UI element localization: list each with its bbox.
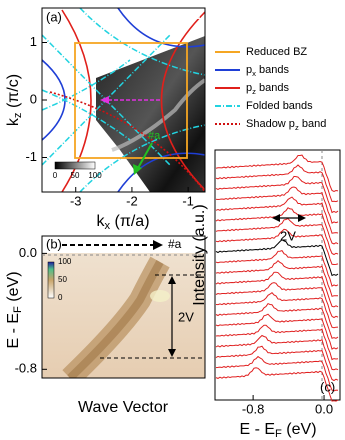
spectrum xyxy=(215,313,339,350)
x-tick-label: -2 xyxy=(126,193,138,208)
x-axis-label: Wave Vector xyxy=(78,399,169,416)
spectrum xyxy=(215,282,339,319)
legend-label-part: Folded bands xyxy=(246,100,313,112)
spectrum xyxy=(215,217,339,256)
y-axis-label-part: (π/c) xyxy=(5,74,22,113)
cut-label: #a xyxy=(168,237,182,251)
colorbar-label: 0 xyxy=(53,171,58,180)
spectrum xyxy=(215,175,339,214)
spectrum xyxy=(215,302,339,339)
y-axis-label: E - EF (eV) xyxy=(5,271,24,348)
x-axis-label-part: E - E xyxy=(239,421,275,438)
spectrum xyxy=(215,260,338,297)
legend-label: px bands xyxy=(246,64,289,78)
legend-label-part: Shadow p xyxy=(246,118,295,130)
legend-label-part: z xyxy=(252,87,256,96)
spectrum xyxy=(215,324,339,361)
y-tick-label: -0.8 xyxy=(15,361,37,376)
legend-label-part: Reduced BZ xyxy=(246,46,307,58)
colorbar-label: 100 xyxy=(88,171,102,180)
y-tick-label: -1 xyxy=(25,149,37,164)
legend-label-part: p xyxy=(246,64,252,76)
x-tick-label: 0.0 xyxy=(315,401,333,416)
spectrum xyxy=(215,345,339,382)
colorbar-label: 50 xyxy=(58,275,67,284)
legend-label: Shadow pz band xyxy=(246,118,326,132)
colorbar-label: 50 xyxy=(71,171,80,180)
spectrum xyxy=(215,154,339,192)
x-axis-label-part: F xyxy=(275,428,282,440)
colorbar-label: 100 xyxy=(58,257,72,266)
y-axis-label-part: E - E xyxy=(5,313,22,349)
legend-label-part: band xyxy=(299,118,327,130)
x-axis-label: E - EF (eV) xyxy=(239,421,316,440)
legend-label-part: p xyxy=(246,82,252,94)
x-axis-label-part: (eV) xyxy=(282,421,317,438)
y-axis-label-part: F xyxy=(12,306,24,313)
y-axis-label: Intensity (a.u.) xyxy=(191,204,208,305)
x-axis-label-part: k xyxy=(96,213,105,230)
spectrum xyxy=(215,186,339,224)
y-axis-label-part: (eV) xyxy=(5,271,22,306)
spectrum xyxy=(215,196,339,234)
x-axis-label: kx (π/a) xyxy=(96,213,149,232)
legend-label: pz bands xyxy=(246,82,289,96)
legend-label-part: bands xyxy=(256,64,290,76)
gap-label: 2V xyxy=(280,228,296,243)
spectrum xyxy=(215,239,339,277)
y-axis-label-part: k xyxy=(5,117,22,126)
legend-label-part: z xyxy=(295,123,299,132)
x-axis-label-part: x xyxy=(104,220,110,232)
spectrum xyxy=(215,367,339,402)
panel-label: (b) xyxy=(46,236,62,251)
y-tick-label: 1 xyxy=(30,34,37,49)
x-tick-label: -3 xyxy=(70,193,82,208)
spectrum xyxy=(215,292,339,329)
y-tick-label: 0.0 xyxy=(19,245,37,260)
spectrum xyxy=(215,250,339,287)
x-axis-label-part: (π/a) xyxy=(110,213,149,230)
spectrum xyxy=(215,355,339,392)
y-axis-label-part: z xyxy=(12,112,24,118)
legend-label-part: x xyxy=(252,69,256,78)
legend-label: Reduced BZ xyxy=(246,46,307,58)
y-tick-label: 0 xyxy=(30,91,37,106)
spectrum xyxy=(215,207,339,245)
spectrum xyxy=(215,228,339,266)
legend-label: Folded bands xyxy=(246,100,313,112)
panel-label: (c) xyxy=(320,379,335,394)
x-tick-label: -0.8 xyxy=(242,401,264,416)
colorbar-label: 0 xyxy=(58,293,63,302)
panel-b-image xyxy=(42,253,205,378)
y-axis-label: kz (π/c) xyxy=(5,74,24,126)
spectrum xyxy=(215,334,339,371)
legend-label-part: bands xyxy=(256,82,290,94)
spectrum xyxy=(215,271,339,308)
x-tick-label: -1 xyxy=(182,193,194,208)
gap-label: 2V xyxy=(178,309,194,324)
annotation: x = 0.01 xyxy=(163,10,202,22)
spectra xyxy=(215,154,339,402)
spectrum xyxy=(215,164,339,203)
panel-a-image xyxy=(42,8,205,192)
cut-label: #a xyxy=(148,130,161,142)
panel-label: (a) xyxy=(46,9,62,24)
